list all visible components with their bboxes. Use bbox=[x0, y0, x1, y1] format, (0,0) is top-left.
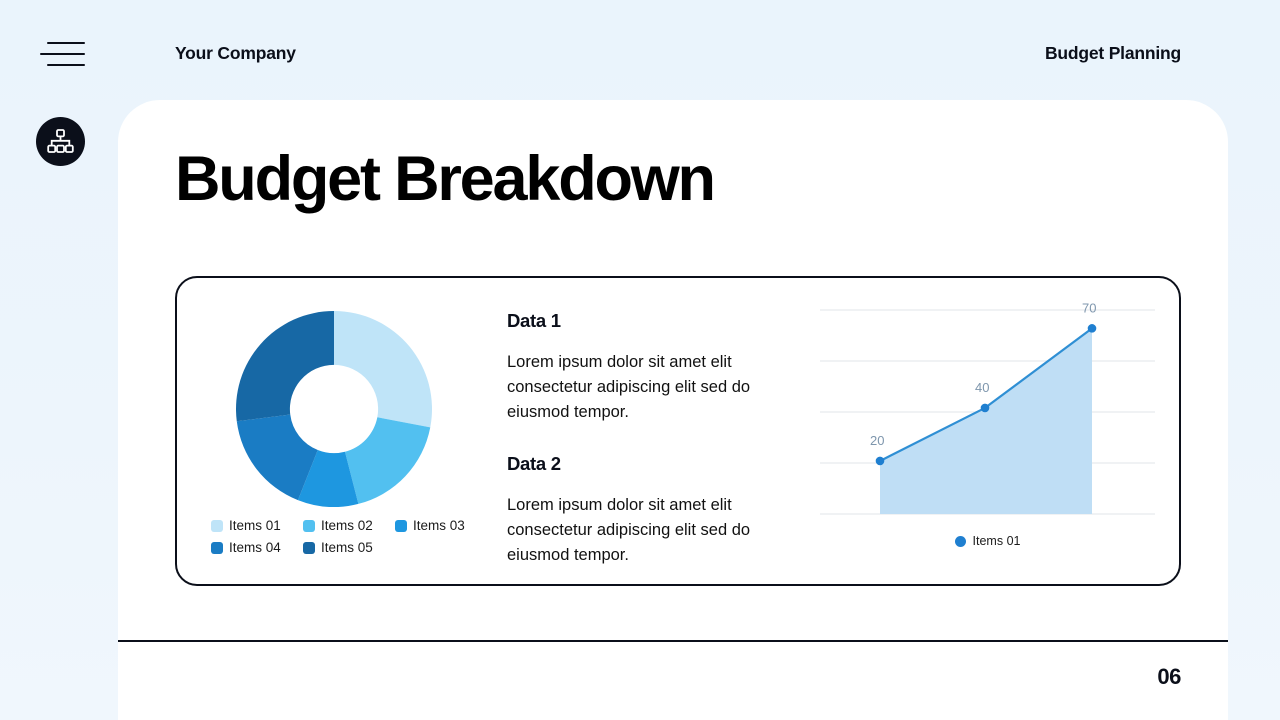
legend-label: Items 02 bbox=[321, 518, 373, 533]
hamburger-bar-middle bbox=[40, 53, 85, 55]
data-point[interactable] bbox=[1087, 324, 1097, 333]
data-block-1: Data 1 Lorem ipsum dolor sit amet elit c… bbox=[507, 310, 807, 425]
legend-item[interactable]: Items 02 bbox=[303, 518, 395, 533]
legend-label: Items 01 bbox=[229, 518, 281, 533]
legend-label: Items 05 bbox=[321, 540, 373, 555]
legend-item[interactable]: Items 03 bbox=[395, 518, 487, 533]
hamburger-bar-bottom bbox=[47, 64, 85, 66]
legend-dot-icon bbox=[954, 535, 966, 547]
page-title: Budget Breakdown bbox=[175, 144, 716, 214]
data-heading-2: Data 2 bbox=[507, 453, 561, 474]
data-body-2: Lorem ipsum dolor sit amet elit consecte… bbox=[507, 496, 751, 564]
page-number: 06 bbox=[1157, 664, 1181, 689]
legend-item[interactable]: Items 01 bbox=[211, 518, 303, 533]
company-name: Your Company bbox=[175, 43, 296, 63]
legend-swatch-icon bbox=[211, 541, 223, 554]
donut-slice[interactable] bbox=[334, 311, 432, 428]
donut-legend: Items 01 Items 02 Items 03 Items 04 Items 05 bbox=[211, 518, 501, 555]
legend-label: Items 04 bbox=[229, 540, 281, 555]
donut-slice[interactable] bbox=[344, 417, 431, 504]
line-chart-legend: Items 01 bbox=[815, 534, 1160, 548]
area-fill bbox=[880, 328, 1092, 514]
data-panel: Items 01 Items 02 Items 03 Items 04 Items 05… bbox=[175, 276, 1181, 586]
org-chart-icon bbox=[36, 117, 85, 166]
legend-item[interactable]: Items 04 bbox=[211, 540, 303, 555]
donut-slice[interactable] bbox=[236, 311, 334, 422]
legend-swatch-icon bbox=[303, 541, 315, 554]
text-column: Data 1 Lorem ipsum dolor sit amet elit c… bbox=[507, 310, 807, 568]
donut-slice[interactable] bbox=[297, 450, 359, 507]
data-point-label: 20 bbox=[870, 433, 884, 448]
data-point-label: 40 bbox=[975, 380, 989, 395]
legend-label: Items 03 bbox=[413, 518, 465, 533]
data-heading-1: Data 1 bbox=[507, 310, 561, 331]
donut-chart-block: Items 01 Items 02 Items 03 Items 04 Items 05 bbox=[199, 292, 509, 577]
content-card: Budget Breakdown Items 01 Items 02 Items 0… bbox=[118, 100, 1228, 720]
hamburger-menu-icon[interactable] bbox=[40, 39, 85, 71]
data-point[interactable] bbox=[980, 403, 990, 413]
line-legend-label: Items 01 bbox=[972, 534, 1021, 548]
data-body-1: Lorem ipsum dolor sit amet elit consecte… bbox=[507, 353, 751, 421]
legend-swatch-icon bbox=[303, 519, 315, 532]
footer-divider bbox=[118, 640, 1228, 642]
donut-slice[interactable] bbox=[236, 414, 318, 501]
data-point[interactable] bbox=[875, 456, 885, 466]
line-chart-block: 20 40 70 Items 01 bbox=[815, 298, 1160, 568]
data-block-2: Data 2 Lorem ipsum dolor sit amet elit c… bbox=[507, 453, 807, 568]
hamburger-bar-top bbox=[47, 42, 85, 44]
donut-chart bbox=[236, 311, 432, 507]
legend-swatch-icon bbox=[211, 519, 223, 532]
legend-item[interactable]: Items 05 bbox=[303, 540, 395, 555]
legend-swatch-icon bbox=[395, 519, 407, 532]
section-label: Budget Planning bbox=[1044, 43, 1181, 63]
data-point-label: 70 bbox=[1082, 300, 1096, 315]
